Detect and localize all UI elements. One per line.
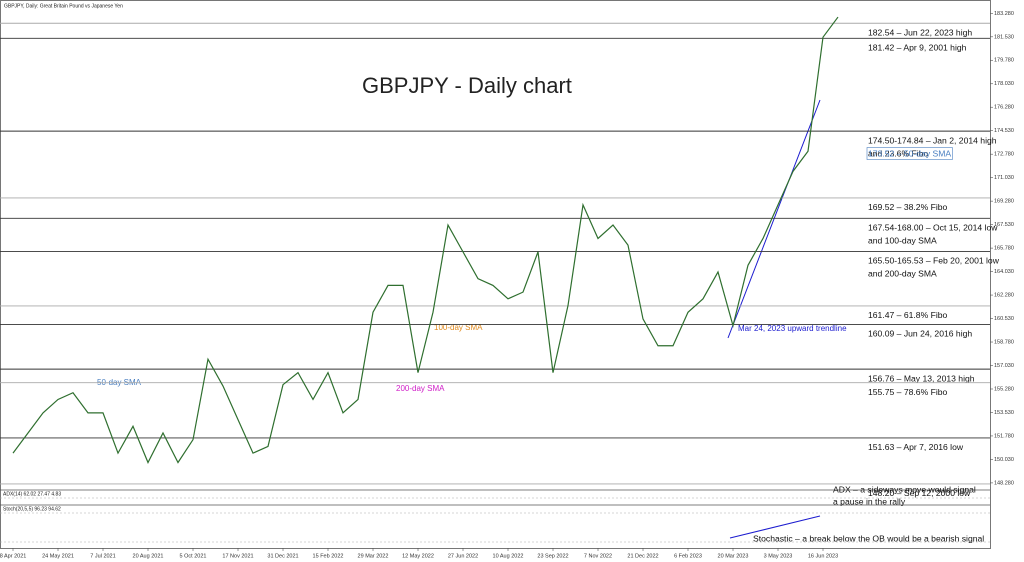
x-tick-label: 24 May 2021 bbox=[42, 553, 74, 559]
y-tick-label: 178.030 bbox=[994, 81, 1014, 87]
level-label: 148.20 – Sep 12, 2000 low bbox=[868, 488, 971, 498]
level-label: 161.47 – 61.8% Fibo bbox=[868, 310, 948, 320]
y-tick-label: 158.780 bbox=[994, 339, 1014, 345]
x-tick-label: 17 Nov 2021 bbox=[222, 553, 253, 559]
y-tick-label: 174.530 bbox=[994, 128, 1014, 134]
chart-subtitle: GBPJPY, Daily: Great Britain Pound vs Ja… bbox=[4, 3, 123, 9]
level-label-box bbox=[866, 147, 953, 160]
x-tick-label: 20 Mar 2023 bbox=[718, 553, 749, 559]
level-label: 167.54-168.00 – Oct 15, 2014 low bbox=[868, 223, 998, 233]
x-tick-label: 31 Dec 2021 bbox=[267, 553, 298, 559]
x-tick-label: 7 Nov 2022 bbox=[584, 553, 612, 559]
y-tick-label: 172.780 bbox=[994, 152, 1014, 158]
x-tick-label: 21 Dec 2022 bbox=[627, 553, 658, 559]
level-label: 174.50-174.84 – Jan 2, 2014 high bbox=[868, 135, 997, 145]
x-tick-label: 3 May 2023 bbox=[764, 553, 793, 559]
adx-note: ADX – a sideways move would signal bbox=[833, 484, 976, 494]
y-tick-label: 169.280 bbox=[994, 199, 1014, 205]
level-label: 182.54 – Jun 22, 2023 high bbox=[868, 28, 972, 38]
trendline-note: Mar 24, 2023 upward trendline bbox=[738, 324, 847, 333]
sma200-note: 200-day SMA bbox=[396, 384, 445, 393]
y-tick-label: 150.030 bbox=[994, 457, 1014, 463]
plot-frame bbox=[0, 0, 991, 549]
level-label: 173.52 – 50-day SMA bbox=[868, 149, 951, 159]
y-tick-label: 151.780 bbox=[994, 433, 1014, 439]
y-tick-label: 167.530 bbox=[994, 222, 1014, 228]
chart-title: GBPJPY - Daily chart bbox=[362, 73, 572, 98]
x-tick-label: 29 Mar 2022 bbox=[358, 553, 389, 559]
y-tick-label: 155.280 bbox=[994, 386, 1014, 392]
y-tick-label: 183.280 bbox=[994, 11, 1014, 17]
y-tick-label: 179.780 bbox=[994, 58, 1014, 64]
level-label: 165.50-165.53 – Feb 20, 2001 low bbox=[868, 256, 1000, 266]
x-tick-label: 10 Aug 2022 bbox=[493, 553, 524, 559]
y-tick-label: 176.280 bbox=[994, 105, 1014, 111]
level-label: 155.75 – 78.6% Fibo bbox=[868, 387, 948, 397]
x-tick-label: 23 Sep 2022 bbox=[537, 553, 568, 559]
level-label: 160.09 – Jun 24, 2016 high bbox=[868, 329, 972, 339]
sma100-note: 100-day SMA bbox=[434, 323, 483, 332]
x-tick-label: 12 May 2022 bbox=[402, 553, 434, 559]
adx-note: a pause in the rally bbox=[833, 496, 906, 506]
y-tick-label: 171.030 bbox=[994, 175, 1014, 181]
adx-header: ADX(14) 62.02 27.47 4.83 bbox=[3, 491, 61, 497]
y-tick-label: 148.280 bbox=[994, 480, 1014, 486]
stoch-trendline bbox=[729, 515, 821, 539]
stoch-header: Stoch(20,5,5) 96.23 94.62 bbox=[3, 506, 61, 512]
x-tick-label: 16 Jun 2023 bbox=[808, 553, 838, 559]
y-tick-label: 165.780 bbox=[994, 246, 1014, 252]
x-tick-label: 20 Aug 2021 bbox=[133, 553, 164, 559]
level-label: and 23.6% Fibo bbox=[868, 148, 928, 158]
level-label: and 100-day SMA bbox=[868, 236, 937, 246]
y-tick-label: 181.530 bbox=[994, 34, 1014, 40]
x-tick-label: 8 Apr 2021 bbox=[0, 553, 26, 559]
price-line bbox=[12, 16, 839, 464]
trendline bbox=[727, 99, 821, 339]
x-tick-label: 27 Jun 2022 bbox=[448, 553, 478, 559]
level-label: 151.63 – Apr 7, 2016 low bbox=[868, 442, 964, 452]
x-tick-label: 5 Oct 2021 bbox=[180, 553, 207, 559]
level-label: 181.42 – Apr 9, 2001 high bbox=[868, 43, 967, 53]
y-tick-label: 162.280 bbox=[994, 293, 1014, 299]
stoch-note: Stochastic – a break below the OB would … bbox=[753, 533, 984, 543]
x-tick-label: 7 Jul 2021 bbox=[90, 553, 115, 559]
y-tick-label: 160.530 bbox=[994, 316, 1014, 322]
y-tick-label: 157.030 bbox=[994, 363, 1014, 369]
level-label: 156.76 – May 13, 2013 high bbox=[868, 373, 975, 383]
x-tick-label: 15 Feb 2022 bbox=[313, 553, 344, 559]
y-tick-label: 153.530 bbox=[994, 410, 1014, 416]
level-label: 169.52 – 38.2% Fibo bbox=[868, 202, 948, 212]
y-tick-label: 164.030 bbox=[994, 269, 1014, 275]
x-tick-label: 6 Feb 2023 bbox=[674, 553, 702, 559]
level-label: and 200-day SMA bbox=[868, 269, 937, 279]
